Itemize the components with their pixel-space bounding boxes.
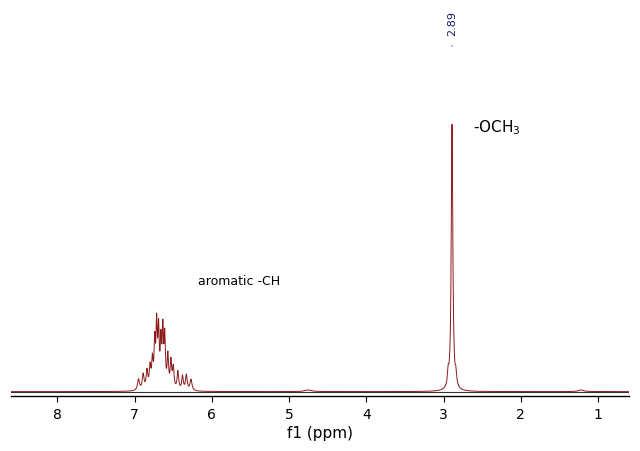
Text: -OCH$_3$: -OCH$_3$	[473, 118, 520, 137]
X-axis label: f1 (ppm): f1 (ppm)	[287, 425, 353, 440]
Text: aromatic -CH: aromatic -CH	[198, 275, 280, 288]
Text: 2.89: 2.89	[447, 11, 457, 36]
